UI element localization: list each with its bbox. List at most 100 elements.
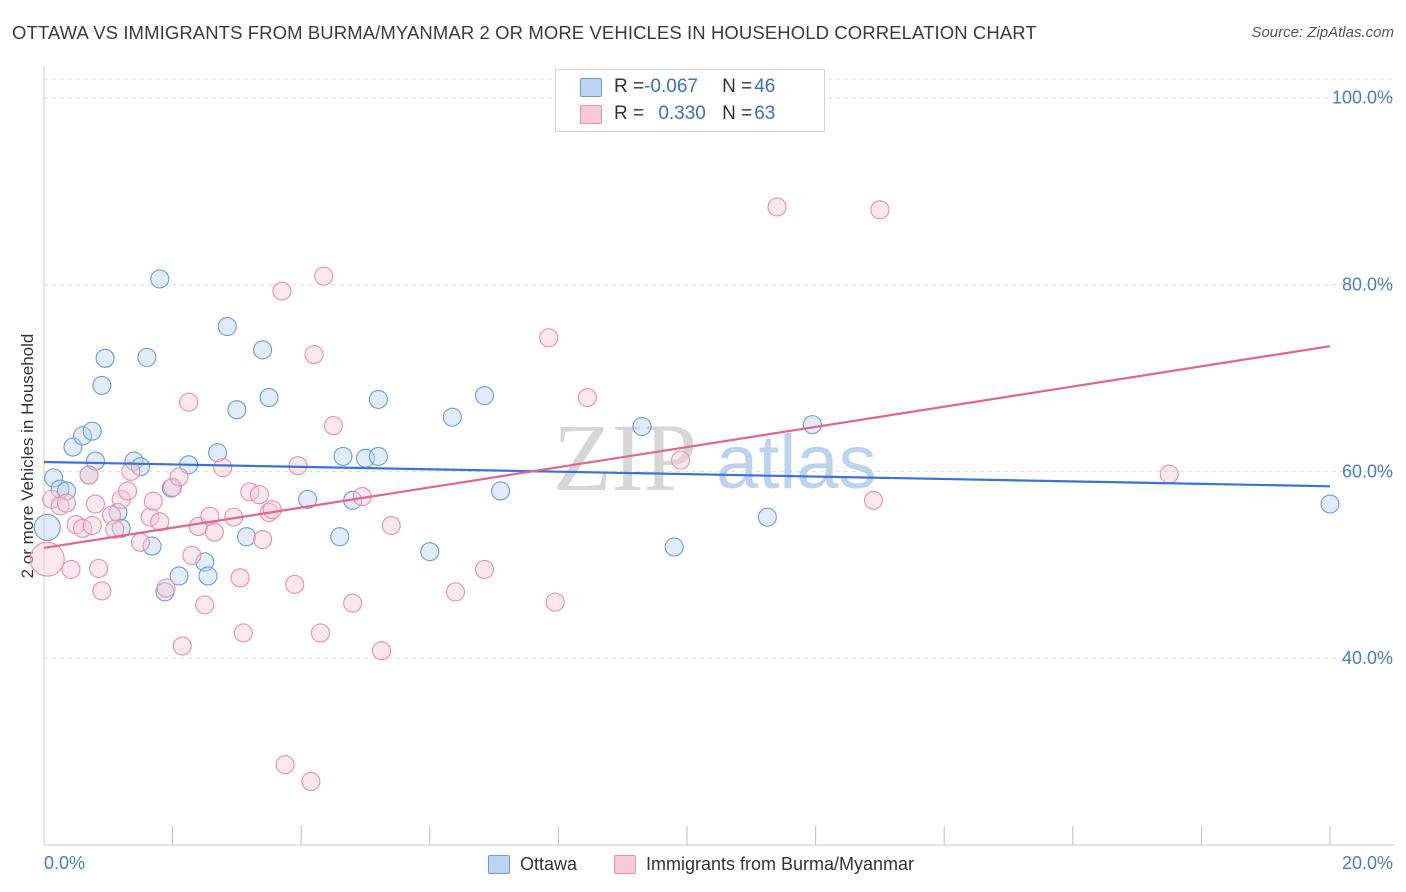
data-point-burma (179, 392, 199, 412)
bottom-legend-swatch-burma (614, 854, 636, 874)
data-point-ottawa (137, 347, 157, 367)
data-point-burma (323, 416, 343, 436)
data-point-ottawa (63, 437, 83, 457)
data-point-ottawa (44, 468, 64, 488)
data-point-burma (56, 493, 77, 513)
legend-swatch-ottawa (580, 77, 602, 97)
y-tick-label: 60.0% (1342, 461, 1393, 481)
bottom-legend-ottawa: Ottawa (488, 852, 577, 876)
y-tick-label: 100.0% (1332, 88, 1393, 108)
data-point-burma (143, 491, 163, 511)
data-point-ottawa (442, 407, 462, 427)
data-point-burma (545, 592, 565, 612)
data-point-ottawa (73, 426, 93, 446)
data-point-burma (195, 595, 215, 615)
data-point-ottawa (330, 527, 350, 547)
data-point-burma (101, 505, 122, 525)
data-point-burma (767, 197, 787, 217)
y-tick-label: 80.0% (1342, 275, 1393, 295)
watermark: ZIP atlas (553, 404, 877, 511)
data-point-ottawa (368, 389, 388, 409)
data-point-burma (577, 387, 597, 408)
data-point-ottawa (632, 416, 652, 437)
data-point-burma (372, 641, 392, 661)
data-point-burma (381, 515, 401, 536)
data-point-burma (304, 345, 324, 365)
data-point-burma (66, 515, 86, 535)
x-tick-label: 20.0% (1342, 853, 1393, 873)
data-point-burma (870, 200, 890, 220)
data-point-ottawa (198, 566, 218, 586)
source-credit: Source: ZipAtlas.com (1251, 24, 1394, 41)
data-point-burma (275, 755, 295, 775)
data-point-burma (445, 582, 466, 602)
legend-row-ottawa: R = -0.067 N = 46 (580, 75, 775, 99)
data-point-ottawa (474, 386, 495, 406)
data-point-ottawa (33, 513, 61, 541)
chart-title: OTTAWA VS IMMIGRANTS FROM BURMA/MYANMAR … (12, 22, 1037, 43)
data-point-burma (61, 559, 81, 579)
data-point-burma (118, 481, 138, 501)
bottom-legend-burma: Immigrants from Burma/Myanmar (614, 852, 914, 876)
data-point-ottawa (150, 269, 170, 289)
data-point-burma (85, 494, 105, 514)
data-point-burma (105, 519, 125, 539)
data-point-burma (539, 328, 559, 348)
trend-lines (43, 345, 1331, 550)
data-point-burma (474, 559, 495, 579)
watermark-atlas: atlas (716, 420, 877, 505)
data-point-burma (213, 458, 233, 478)
data-point-ottawa (50, 479, 70, 499)
data-point-burma (163, 477, 183, 497)
data-point-burma (314, 266, 334, 286)
legend-r-label: R = (614, 76, 645, 97)
data-point-burma (262, 500, 282, 520)
data-point-ottawa (95, 348, 115, 368)
data-point-burma (253, 529, 273, 550)
axes (43, 66, 1394, 846)
data-point-burma (343, 593, 363, 613)
legend-swatch-burma (580, 104, 602, 124)
data-point-ottawa (82, 421, 102, 441)
data-point-ottawa (420, 542, 440, 562)
data-point-ottawa (130, 457, 150, 477)
data-point-burma (79, 465, 99, 485)
y-tick-label: 40.0% (1342, 648, 1393, 668)
legend-r-label: R = (614, 103, 645, 124)
data-point-ottawa (1320, 494, 1340, 514)
x-tick-label: 0.0% (44, 853, 85, 873)
data-point-ottawa (757, 507, 777, 527)
data-point-burma (301, 771, 321, 792)
legend-n-value-burma: 63 (754, 103, 776, 124)
data-point-burma (169, 467, 189, 487)
data-point-burma (671, 450, 691, 470)
legend-n-label: N = (722, 76, 753, 97)
data-point-ottawa (208, 443, 228, 463)
series-ottawa-points (33, 269, 1340, 602)
data-point-burma (92, 581, 112, 601)
data-point-ottawa (142, 536, 162, 556)
data-point-burma (233, 623, 253, 643)
data-point-ottawa (368, 446, 388, 466)
data-point-burma (1159, 464, 1179, 484)
data-point-ottawa (333, 446, 353, 466)
bottom-legend-swatch-ottawa (488, 854, 510, 874)
data-point-ottawa (802, 415, 822, 435)
data-point-ottawa (253, 340, 273, 360)
data-point-burma (89, 558, 109, 579)
data-point-burma (863, 490, 884, 510)
data-point-ottawa (298, 489, 318, 509)
legend-n-label: N = (722, 103, 753, 124)
data-point-ottawa (169, 566, 189, 586)
data-point-burma (172, 636, 192, 656)
data-point-burma (230, 568, 250, 588)
data-point-ottawa (227, 400, 247, 420)
legend-row-burma: R = 0.330 N = 63 (580, 102, 775, 126)
data-point-burma (121, 461, 141, 481)
data-point-ottawa (111, 518, 131, 538)
bottom-legend-label-ottawa: Ottawa (520, 853, 578, 874)
data-point-burma (130, 532, 150, 552)
data-point-burma (285, 574, 305, 594)
legend-r-value-ottawa: -0.067 (644, 76, 698, 97)
